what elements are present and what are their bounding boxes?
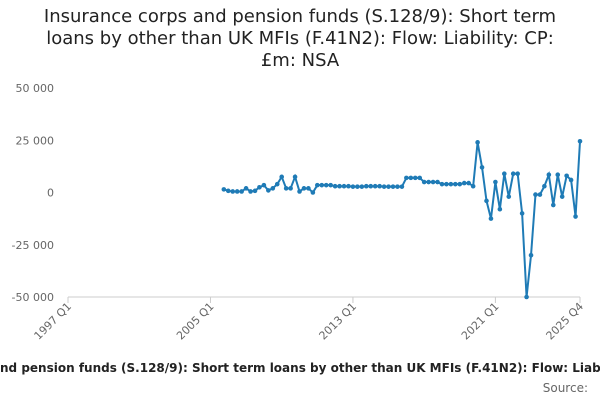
data-point xyxy=(444,181,449,187)
data-point xyxy=(239,189,244,194)
y-tick-label: 0 xyxy=(47,187,54,200)
data-point xyxy=(568,177,574,183)
data-point xyxy=(421,179,427,185)
data-point xyxy=(453,181,458,187)
data-point xyxy=(555,172,561,178)
data-point xyxy=(519,211,525,216)
data-point xyxy=(564,173,569,179)
data-point xyxy=(221,187,227,192)
data-point xyxy=(350,184,356,189)
data-point xyxy=(493,179,498,185)
data-point xyxy=(502,171,507,176)
data-point xyxy=(363,183,369,189)
y-tick-label: 25 000 xyxy=(16,134,55,147)
data-point xyxy=(248,189,253,194)
data-point xyxy=(377,183,382,189)
data-point xyxy=(328,182,333,188)
x-tick-label: 2021 Q1 xyxy=(459,300,502,343)
x-tick-label: 1997 Q1 xyxy=(32,300,75,343)
data-point xyxy=(577,138,583,144)
data-point xyxy=(270,186,276,191)
data-point xyxy=(288,186,293,191)
data-point xyxy=(528,252,534,258)
data-point xyxy=(497,206,503,212)
x-axis-label: Insurance corps and pension funds (S.128… xyxy=(0,361,600,375)
data-point xyxy=(533,192,538,197)
data-point xyxy=(484,198,489,204)
x-tick-label: 2025 Q4 xyxy=(544,300,587,343)
data-point xyxy=(395,184,400,189)
y-tick-label: -50 000 xyxy=(12,291,54,304)
data-point xyxy=(542,183,547,189)
data-point xyxy=(408,175,414,181)
data-point xyxy=(475,140,480,145)
data-point xyxy=(261,182,267,188)
data-point xyxy=(359,184,365,189)
data-point xyxy=(559,194,565,199)
data-point xyxy=(292,174,298,180)
data-point xyxy=(301,186,307,191)
data-point xyxy=(479,165,485,170)
data-point xyxy=(257,184,262,190)
data-point xyxy=(266,188,271,193)
data-point xyxy=(426,179,431,185)
data-point xyxy=(417,175,423,181)
chart-title: Insurance corps and pension funds (S.128… xyxy=(43,6,557,71)
x-tick-label: 2005 Q1 xyxy=(174,300,217,343)
data-point xyxy=(515,171,520,176)
data-point xyxy=(573,214,578,219)
data-point xyxy=(506,194,512,199)
data-point xyxy=(234,189,240,194)
data-point xyxy=(368,183,374,189)
data-point xyxy=(386,184,391,189)
data-point xyxy=(243,186,249,191)
data-point xyxy=(274,181,280,187)
data-point xyxy=(537,192,543,197)
data-point xyxy=(332,183,338,189)
source: Source: xyxy=(543,381,588,395)
data-point xyxy=(435,179,440,185)
y-tick-label: 50 000 xyxy=(16,82,55,95)
data-point xyxy=(404,175,409,181)
data-point xyxy=(310,190,316,195)
data-point xyxy=(461,180,467,186)
data-point xyxy=(448,181,454,187)
data-point xyxy=(470,183,476,189)
data-point xyxy=(439,181,445,187)
data-point xyxy=(466,180,471,186)
data-point xyxy=(412,175,418,181)
data-point xyxy=(315,182,320,188)
data-point xyxy=(279,174,285,180)
data-point xyxy=(381,184,387,189)
data-point xyxy=(297,189,302,194)
data-point xyxy=(550,202,556,208)
data-point xyxy=(430,179,436,185)
data-point xyxy=(399,184,405,189)
data-point xyxy=(337,183,342,189)
y-tick-label: -25 000 xyxy=(12,239,54,252)
data-point xyxy=(230,189,236,194)
data-point xyxy=(319,182,325,188)
data-point xyxy=(355,184,360,189)
data-point xyxy=(546,172,552,178)
data-point xyxy=(252,188,258,194)
data-point xyxy=(341,183,347,189)
data-point xyxy=(457,181,463,187)
data-point xyxy=(323,182,329,188)
data-point xyxy=(510,171,516,176)
data-point xyxy=(306,186,311,191)
series-line xyxy=(223,141,581,298)
data-point xyxy=(372,183,378,189)
data-point xyxy=(225,188,231,194)
data-point xyxy=(390,184,396,189)
data-point xyxy=(283,186,289,191)
data-point xyxy=(346,183,351,189)
data-point xyxy=(488,216,494,221)
x-tick-label: 2013 Q1 xyxy=(317,300,360,343)
data-point xyxy=(524,294,529,300)
